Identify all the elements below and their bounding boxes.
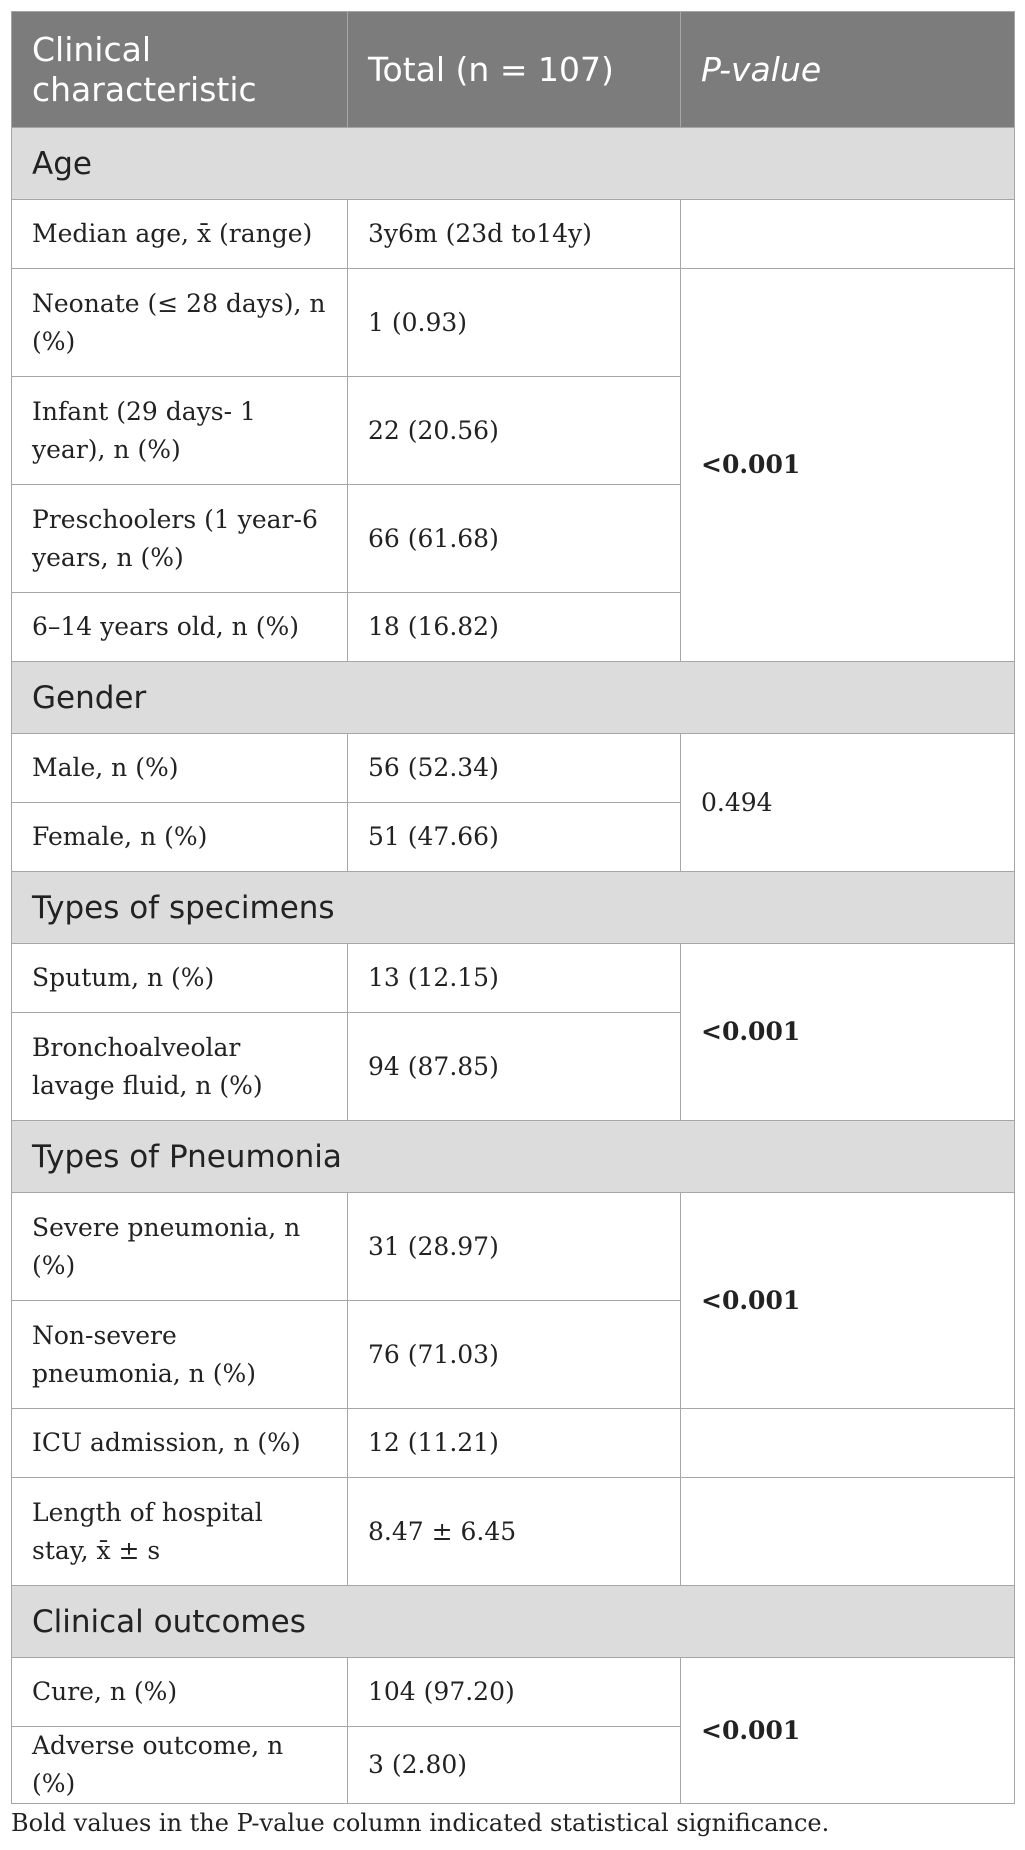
- row-pvalue-empty: [680, 1408, 1015, 1478]
- row-pvalue-empty: [680, 199, 1015, 269]
- table-row: Neonate (≤ 28 days), n (%) 1 (0.93) <0.0…: [11, 268, 1015, 662]
- table-header-row: Clinical characteristic Total (n = 107) …: [11, 11, 1015, 128]
- table-row: Female, n (%) 51 (47.66): [11, 802, 1015, 872]
- row-label-neonate: Neonate (≤ 28 days), n (%): [11, 268, 348, 377]
- row-label-female: Female, n (%): [11, 802, 348, 872]
- row-label-6-14-years: 6–14 years old, n (%): [11, 592, 348, 662]
- pvalue-gender: 0.494: [680, 733, 1015, 872]
- row-label-severe-pneumonia: Severe pneumonia, n (%): [11, 1192, 348, 1301]
- row-label-adverse-outcome: Adverse outcome, n (%): [11, 1726, 348, 1804]
- section-row-pneumonia: Types of Pneumonia: [11, 1120, 1015, 1193]
- row-label-infant: Infant (29 days- 1 year), n (%): [11, 376, 348, 485]
- row-pvalue-empty: [680, 1477, 1015, 1586]
- row-label-preschoolers: Preschoolers (1 year-6 years, n (%): [11, 484, 348, 593]
- section-title-age: Age: [11, 127, 1015, 200]
- header-clinical-characteristic: Clinical characteristic: [11, 11, 348, 128]
- row-label-hospital-stay: Length of hospital stay, x̄ ± s: [11, 1477, 348, 1586]
- table-row: Bronchoalveolar lavage fluid, n (%) 94 (…: [11, 1012, 1015, 1121]
- clinical-characteristics-table: Clinical characteristic Total (n = 107) …: [11, 11, 1015, 1804]
- table-row: ICU admission, n (%) 12 (11.21): [11, 1408, 1015, 1478]
- row-value-female: 51 (47.66): [347, 802, 681, 872]
- header-total: Total (n = 107): [347, 11, 681, 128]
- table-row: 6–14 years old, n (%) 18 (16.82): [11, 592, 1015, 662]
- table-row: Cure, n (%) 104 (97.20) <0.001: [11, 1657, 1015, 1804]
- row-value-neonate: 1 (0.93): [347, 268, 681, 377]
- section-title-pneumonia: Types of Pneumonia: [11, 1120, 1015, 1193]
- row-value-hospital-stay: 8.47 ± 6.45: [347, 1477, 681, 1586]
- table-row: Median age, x̄ (range) 3y6m (23d to14y): [11, 199, 1015, 269]
- row-label-icu-admission: ICU admission, n (%): [11, 1408, 348, 1478]
- table-row: Adverse outcome, n (%) 3 (2.80): [11, 1726, 1015, 1804]
- row-value-adverse-outcome: 3 (2.80): [347, 1726, 681, 1804]
- row-value-infant: 22 (20.56): [347, 376, 681, 485]
- table-row: Severe pneumonia, n (%) 31 (28.97) <0.00…: [11, 1192, 1015, 1409]
- pvalue-pneumonia: <0.001: [680, 1192, 1015, 1409]
- table-row: Preschoolers (1 year-6 years, n (%) 66 (…: [11, 484, 1015, 593]
- section-row-specimens: Types of specimens: [11, 871, 1015, 944]
- row-label-cure: Cure, n (%): [11, 1657, 348, 1727]
- row-value-non-severe-pneumonia: 76 (71.03): [347, 1300, 681, 1409]
- row-label-median-age: Median age, x̄ (range): [11, 199, 348, 269]
- section-title-outcomes: Clinical outcomes: [11, 1585, 1015, 1658]
- row-value-preschoolers: 66 (61.68): [347, 484, 681, 593]
- row-value-male: 56 (52.34): [347, 733, 681, 803]
- section-row-gender: Gender: [11, 661, 1015, 734]
- table-row: Length of hospital stay, x̄ ± s 8.47 ± 6…: [11, 1477, 1015, 1586]
- table-footnote: Bold values in the P-value column indica…: [11, 1809, 830, 1837]
- row-value-icu-admission: 12 (11.21): [347, 1408, 681, 1478]
- section-title-gender: Gender: [11, 661, 1015, 734]
- clinical-characteristics-table-container: Clinical characteristic Total (n = 107) …: [11, 11, 1015, 1804]
- row-value-balf: 94 (87.85): [347, 1012, 681, 1121]
- pvalue-outcomes: <0.001: [680, 1657, 1015, 1804]
- row-label-balf: Bronchoalveolar lavage fluid, n (%): [11, 1012, 348, 1121]
- row-label-male: Male, n (%): [11, 733, 348, 803]
- row-value-6-14-years: 18 (16.82): [347, 592, 681, 662]
- section-title-specimens: Types of specimens: [11, 871, 1015, 944]
- row-value-cure: 104 (97.20): [347, 1657, 681, 1727]
- table-row: Sputum, n (%) 13 (12.15) <0.001: [11, 943, 1015, 1121]
- row-label-sputum: Sputum, n (%): [11, 943, 348, 1013]
- pvalue-age: <0.001: [680, 268, 1015, 662]
- header-p-value: P-value: [680, 11, 1015, 128]
- section-row-age: Age: [11, 127, 1015, 200]
- table-row: Non-severe pneumonia, n (%) 76 (71.03): [11, 1300, 1015, 1409]
- table-row: Male, n (%) 56 (52.34) 0.494: [11, 733, 1015, 872]
- row-value-median-age: 3y6m (23d to14y): [347, 199, 681, 269]
- row-value-severe-pneumonia: 31 (28.97): [347, 1192, 681, 1301]
- section-row-outcomes: Clinical outcomes: [11, 1585, 1015, 1658]
- row-label-non-severe-pneumonia: Non-severe pneumonia, n (%): [11, 1300, 348, 1409]
- pvalue-specimens: <0.001: [680, 943, 1015, 1121]
- row-value-sputum: 13 (12.15): [347, 943, 681, 1013]
